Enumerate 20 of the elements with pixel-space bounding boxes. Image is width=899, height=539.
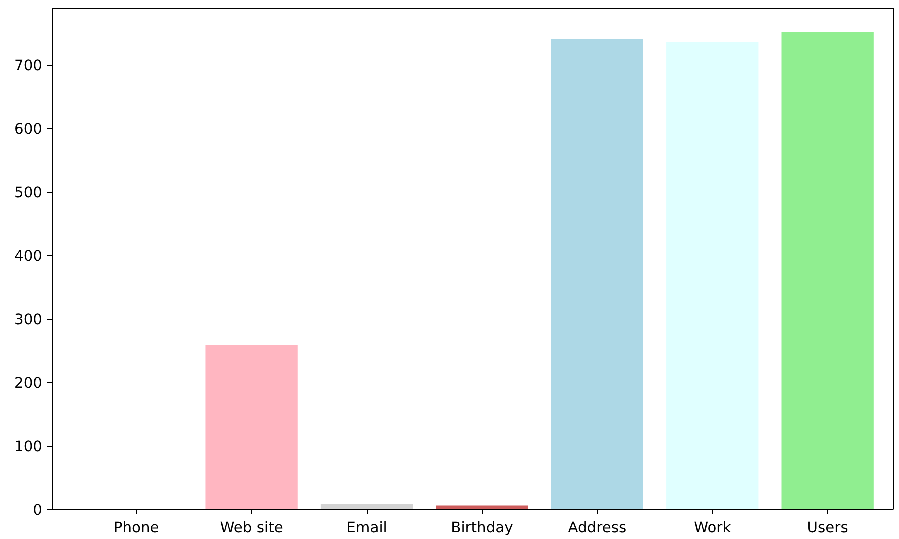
x-tick-label: Address xyxy=(568,520,627,536)
x-tick-label: Phone xyxy=(114,520,160,536)
x-tick-label: Birthday xyxy=(451,520,514,536)
y-tick-label: 200 xyxy=(14,375,43,392)
x-tick-label: Work xyxy=(694,520,732,536)
x-tick-label: Web site xyxy=(220,520,284,536)
y-tick-label: 0 xyxy=(33,502,43,519)
bar xyxy=(206,345,298,510)
bar xyxy=(666,42,759,510)
x-tick-label: Email xyxy=(346,520,388,536)
bar xyxy=(436,506,528,510)
y-tick-label: 700 xyxy=(14,58,43,75)
y-tick-label: 400 xyxy=(14,248,43,266)
y-tick-label: 300 xyxy=(14,312,43,329)
bar xyxy=(782,32,874,510)
bar xyxy=(551,38,644,510)
y-tick-label: 600 xyxy=(14,121,43,138)
x-tick-label: Users xyxy=(807,520,848,536)
y-tick-label: 500 xyxy=(14,184,43,202)
y-tick-label: 100 xyxy=(14,438,43,456)
